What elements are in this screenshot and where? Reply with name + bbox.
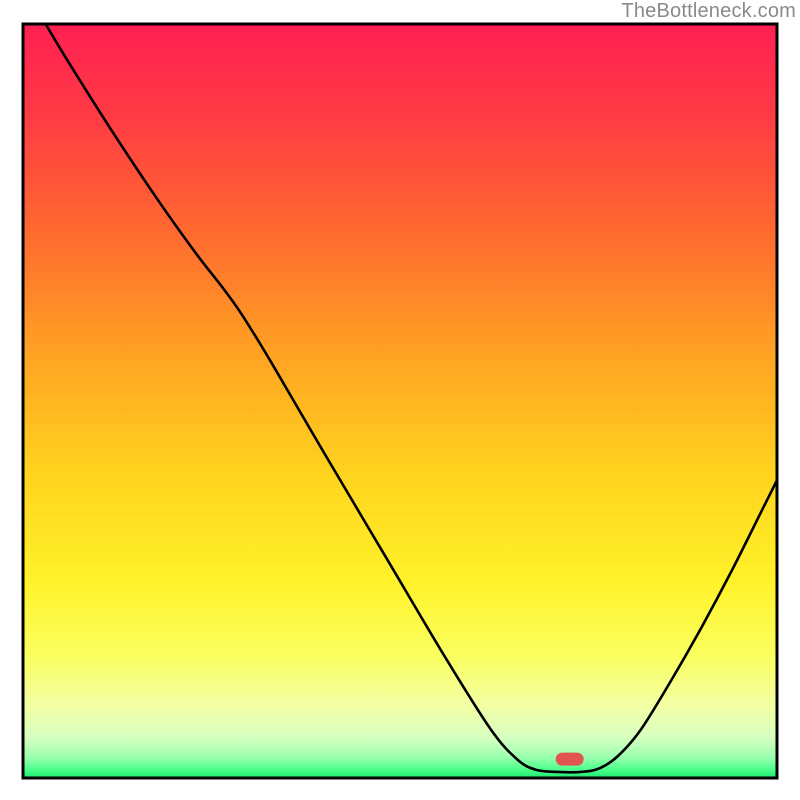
chart-svg <box>0 0 800 800</box>
gradient-background <box>23 24 777 778</box>
bottleneck-curve-chart <box>0 0 800 800</box>
chart-container: TheBottleneck.com <box>0 0 800 800</box>
optimal-point-marker <box>556 753 584 766</box>
